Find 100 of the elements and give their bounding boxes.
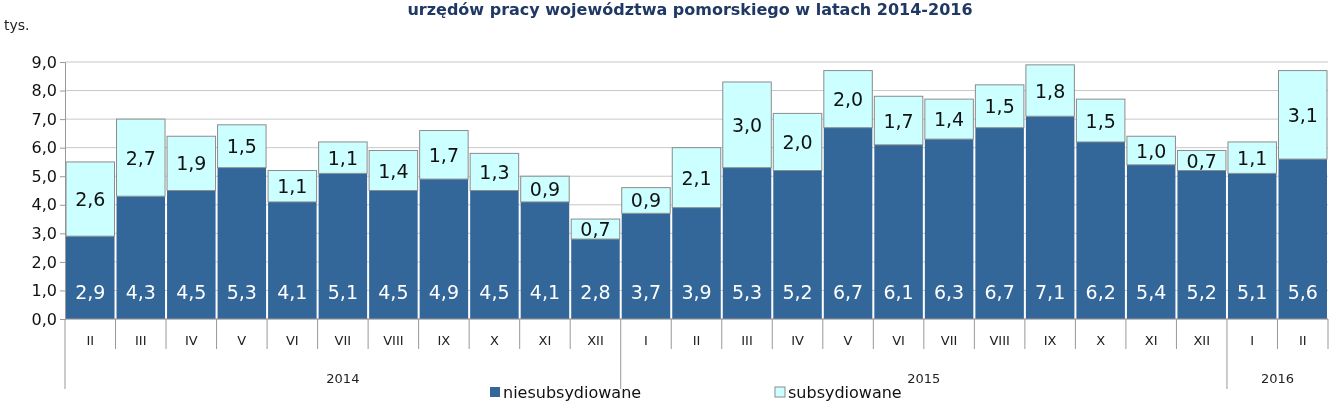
x-tick-label: X — [489, 333, 499, 348]
data-label: 4,3 — [125, 281, 156, 303]
data-label: 0,9 — [529, 178, 561, 201]
x-tick-label: VIII — [989, 333, 1010, 348]
data-label: 0,9 — [630, 189, 662, 212]
x-tick-label: III — [741, 333, 753, 348]
data-label: 5,1 — [1237, 281, 1268, 303]
x-tick-label: XI — [538, 333, 552, 348]
data-label: 0,7 — [580, 218, 611, 241]
data-label: 1,1 — [1237, 146, 1268, 169]
data-label: 1,5 — [1085, 109, 1116, 132]
legend-label: niesubsydiowane — [503, 383, 642, 402]
data-label: 3,7 — [630, 281, 662, 303]
bar — [672, 207, 721, 319]
text: 2016 — [1260, 371, 1295, 386]
legend-label: subsydiowane — [788, 383, 902, 402]
x-tick-label: VIII — [383, 333, 404, 348]
data-label: 2,6 — [75, 188, 106, 211]
data-label: 4,9 — [428, 281, 460, 303]
data-label: 1,5 — [984, 95, 1015, 118]
x-tick-label: VI — [285, 333, 299, 348]
bar — [217, 167, 267, 319]
bar — [823, 127, 873, 319]
x-tick-label: XII — [1193, 333, 1210, 348]
bar — [621, 213, 671, 319]
data-label: 5,6 — [1287, 281, 1318, 303]
x-tick-label: XII — [587, 333, 604, 348]
data-label: 1,1 — [277, 175, 308, 198]
x-tick-label: IX — [437, 333, 451, 348]
y-tick-label: 8,0 — [31, 81, 57, 101]
data-label: 2,7 — [125, 146, 156, 169]
text: 2015 — [907, 371, 941, 386]
data-label: 4,5 — [378, 281, 409, 303]
data-label: 1,5 — [226, 135, 257, 158]
data-label: 2,9 — [75, 281, 106, 303]
x-tick-label: VI — [892, 333, 905, 348]
data-label: 6,3 — [933, 281, 965, 303]
data-label: 6,7 — [984, 281, 1015, 303]
data-label: 1,7 — [428, 143, 460, 166]
bar — [419, 179, 469, 319]
data-label: 5,2 — [1186, 281, 1217, 303]
y-tick-label: 2,0 — [31, 252, 57, 272]
data-label: 5,3 — [226, 281, 257, 303]
x-tick-label: IV — [791, 333, 805, 348]
bar — [268, 201, 317, 319]
data-label: 7,1 — [1035, 281, 1066, 303]
bar — [571, 239, 620, 319]
x-tick-label: V — [237, 333, 247, 348]
x-tick-label: X — [1096, 333, 1106, 348]
data-label: 1,3 — [479, 160, 510, 183]
data-label: 6,2 — [1085, 281, 1116, 303]
data-label: 4,5 — [176, 281, 207, 303]
data-label: 3,1 — [1287, 103, 1318, 126]
bar — [318, 173, 368, 319]
data-label: 1,7 — [883, 109, 914, 132]
y-tick-label: 9,0 — [31, 52, 57, 72]
x-tick-label: III — [135, 333, 147, 348]
y-tick-label: 1,0 — [31, 281, 57, 301]
y-axis-title: tys. — [4, 17, 30, 33]
x-tick-label: IX — [1043, 333, 1057, 348]
data-label: 3,0 — [731, 113, 763, 136]
data-label: 5,4 — [1136, 281, 1167, 303]
bar — [470, 190, 519, 319]
y-tick-label: 0,0 — [31, 309, 57, 329]
data-label: 1,1 — [327, 146, 358, 169]
data-label: 2,0 — [782, 130, 813, 153]
y-tick-label: 4,0 — [31, 195, 57, 215]
bar — [1278, 159, 1327, 319]
bar — [874, 144, 923, 319]
data-label: 4,1 — [277, 281, 308, 303]
data-label: 1,4 — [378, 159, 409, 182]
data-label: 5,2 — [782, 281, 813, 303]
bar — [116, 196, 166, 319]
bar — [1126, 164, 1176, 319]
x-tick-label: VII — [334, 333, 352, 348]
x-tick-label: XI — [1144, 333, 1158, 348]
bar — [1025, 116, 1075, 319]
bar — [1076, 141, 1125, 319]
bar — [1227, 173, 1277, 319]
y-tick-label: 6,0 — [31, 138, 57, 158]
bar — [975, 127, 1024, 319]
x-tick-label: II — [692, 333, 701, 348]
x-tick-label: IV — [184, 333, 198, 348]
data-label: 6,1 — [883, 281, 914, 303]
bar — [520, 201, 570, 319]
chart-title: urzędów pracy województwa pomorskiego w latach 2014-2016 — [407, 0, 973, 19]
data-label: 1,0 — [1136, 139, 1167, 162]
text: 2014 — [326, 371, 360, 386]
data-label: 2,0 — [832, 88, 864, 111]
data-label: 5,3 — [731, 281, 763, 303]
data-label: 4,5 — [479, 281, 510, 303]
data-label: 1,4 — [933, 108, 965, 131]
data-label: 1,8 — [1035, 79, 1066, 102]
x-tick-label: II — [86, 333, 95, 348]
bar — [1177, 170, 1226, 319]
data-label: 0,7 — [1186, 149, 1217, 172]
x-tick-label: I — [1250, 333, 1255, 348]
y-tick-label: 3,0 — [31, 223, 57, 243]
y-tick-label: 7,0 — [31, 109, 57, 129]
bar — [722, 167, 772, 319]
